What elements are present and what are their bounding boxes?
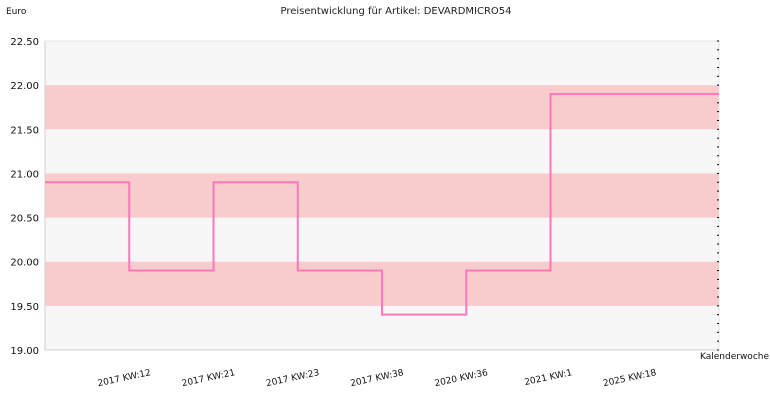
- x-tick-label: 2025 KW:18: [602, 368, 657, 389]
- band: [45, 85, 719, 130]
- y-tick-label: 20.00: [10, 258, 39, 269]
- y-tick-label: 21.50: [10, 125, 39, 136]
- x-tick-label: 2021 KW:1: [524, 368, 574, 388]
- x-tick-label: 2020 KW:36: [434, 368, 489, 389]
- chart-title: Preisentwicklung für Artikel: DEVARDMICR…: [280, 6, 511, 17]
- y-tick-label: 20.50: [10, 214, 39, 225]
- y-tick-label: 19.00: [10, 346, 39, 357]
- x-ticks: 2017 KW:12 2017 KW:21 2017 KW:23 2017 KW:38…: [97, 368, 658, 389]
- y-tick-label: 21.00: [10, 169, 39, 180]
- y-tick-label: 19.50: [10, 302, 39, 313]
- y-tick-label: 22.50: [10, 37, 39, 48]
- plot-frame: [44, 40, 720, 351]
- x-axis-label: Kalenderwoche: [700, 352, 769, 362]
- x-tick-label: 2017 KW:38: [350, 368, 405, 389]
- y-ticks: 19.00 19.50 20.00 20.50 21.00 21.50 22.00 22.50: [10, 37, 39, 357]
- y-axis-label: Euro: [6, 7, 27, 17]
- price-line: [45, 92, 719, 316]
- x-tick-label: 2017 KW:12: [97, 368, 152, 389]
- x-tick-label: 2017 KW:23: [265, 368, 320, 389]
- y-tick-label: 22.00: [10, 81, 39, 92]
- x-tick-label: 2017 KW:21: [181, 368, 236, 389]
- band: [45, 173, 719, 218]
- price-series: [45, 92, 719, 316]
